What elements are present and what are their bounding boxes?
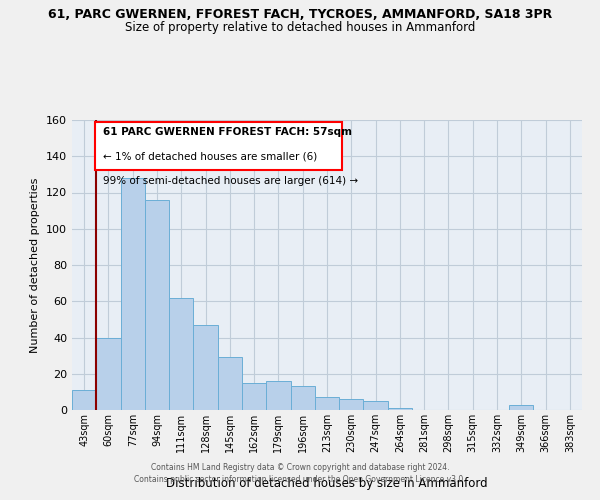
Text: Contains public sector information licensed under the Open Government Licence v3: Contains public sector information licen… xyxy=(134,475,466,484)
Bar xyxy=(145,200,169,410)
Text: 61, PARC GWERNEN, FFOREST FACH, TYCROES, AMMANFORD, SA18 3PR: 61, PARC GWERNEN, FFOREST FACH, TYCROES,… xyxy=(48,8,552,20)
Bar xyxy=(169,298,193,410)
Bar xyxy=(290,386,315,410)
Bar xyxy=(72,390,96,410)
Bar xyxy=(266,381,290,410)
Bar xyxy=(509,404,533,410)
Bar xyxy=(242,383,266,410)
Bar xyxy=(339,399,364,410)
FancyBboxPatch shape xyxy=(95,122,341,170)
Text: Contains HM Land Registry data © Crown copyright and database right 2024.: Contains HM Land Registry data © Crown c… xyxy=(151,464,449,472)
Bar xyxy=(193,325,218,410)
Bar xyxy=(96,338,121,410)
Text: 61 PARC GWERNEN FFOREST FACH: 57sqm: 61 PARC GWERNEN FFOREST FACH: 57sqm xyxy=(103,126,352,136)
Bar xyxy=(364,401,388,410)
Y-axis label: Number of detached properties: Number of detached properties xyxy=(31,178,40,352)
Bar xyxy=(388,408,412,410)
Bar xyxy=(218,358,242,410)
Bar xyxy=(121,178,145,410)
Text: Size of property relative to detached houses in Ammanford: Size of property relative to detached ho… xyxy=(125,21,475,34)
Text: Distribution of detached houses by size in Ammanford: Distribution of detached houses by size … xyxy=(166,477,488,490)
Text: 99% of semi-detached houses are larger (614) →: 99% of semi-detached houses are larger (… xyxy=(103,176,358,186)
Bar xyxy=(315,398,339,410)
Text: ← 1% of detached houses are smaller (6): ← 1% of detached houses are smaller (6) xyxy=(103,151,317,161)
